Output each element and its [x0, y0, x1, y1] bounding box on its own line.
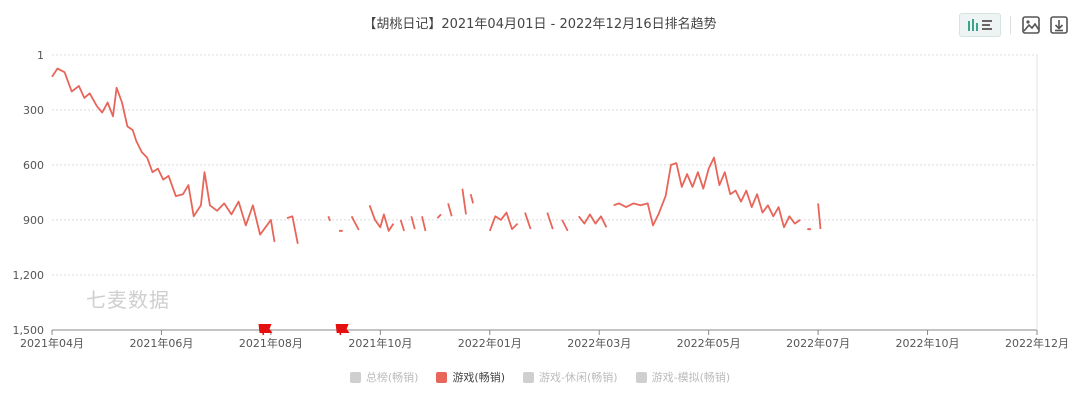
legend-item-games[interactable]: 游戏(畅销)	[436, 369, 505, 385]
flag-pole	[259, 323, 265, 336]
watermark-text: 七麦数据	[86, 288, 170, 312]
legend-item-total[interactable]: 总榜(畅销)	[349, 369, 419, 385]
series-line-segment	[327, 215, 331, 222]
series-line-segment	[461, 188, 467, 215]
flag-pole	[336, 323, 342, 336]
legend-swatch	[349, 371, 361, 383]
series-line-segment	[368, 204, 395, 232]
download-button[interactable]	[1048, 14, 1070, 36]
series-line-segment	[524, 212, 532, 230]
x-tick-label: 2021年10月	[348, 336, 412, 350]
legend-swatch	[436, 371, 448, 383]
series-line-segment	[350, 215, 360, 231]
series-line-segment	[51, 67, 276, 243]
series-line-segment	[578, 213, 608, 228]
x-tick-label: 2022年12月	[1005, 336, 1069, 350]
series-line-segment	[447, 203, 453, 217]
x-tick-label: 2022年10月	[896, 336, 960, 350]
legend-label: 总榜(畅销)	[365, 371, 419, 384]
series-line-segment	[436, 213, 442, 219]
legend-swatch	[523, 371, 535, 383]
y-tick-label: 1	[37, 49, 44, 62]
download-icon	[1050, 16, 1068, 34]
series-line-segment	[410, 216, 416, 230]
series-line-segment	[561, 219, 569, 232]
event-flag-icon	[335, 323, 350, 336]
legend-label: 游戏-休闲(畅销)	[539, 371, 618, 384]
y-tick-label: 900	[23, 214, 44, 227]
legend-item-simulation[interactable]: 游戏-模拟(畅销)	[635, 369, 731, 385]
x-tick-label: 2021年06月	[129, 336, 193, 350]
event-flag-icon	[258, 323, 273, 336]
legend-swatch	[635, 371, 647, 383]
series-line-segment	[546, 212, 554, 230]
legend-label: 游戏(畅销)	[452, 371, 506, 384]
legend-label: 游戏-模拟(畅销)	[651, 371, 731, 384]
bar-line-toggle-icon	[968, 19, 992, 31]
series-line-segment	[469, 193, 474, 204]
y-tick-label: 1,200	[13, 269, 45, 282]
series-line-segment	[399, 219, 405, 232]
series-line-segment	[286, 215, 299, 244]
image-icon	[1022, 16, 1040, 34]
x-tick-label: 2022年03月	[567, 336, 631, 350]
series-line-segment	[613, 156, 801, 229]
chart-legend: 总榜(畅销) 游戏(畅销) 游戏-休闲(畅销) 游戏-模拟(畅销)	[0, 369, 1080, 385]
y-tick-label: 1,500	[13, 324, 45, 337]
legend-item-casual[interactable]: 游戏-休闲(畅销)	[523, 369, 618, 385]
toolbar-divider	[1010, 16, 1011, 34]
x-tick-label: 2021年04月	[20, 336, 84, 350]
series-line-segment	[421, 216, 427, 232]
chart-title: 【胡桃日记】2021年04月01日 - 2022年12月16日排名趋势	[363, 17, 717, 32]
series-line-segment	[817, 203, 822, 230]
y-tick-label: 300	[23, 104, 44, 117]
x-tick-label: 2021年08月	[239, 336, 303, 350]
y-tick-label: 600	[23, 159, 44, 172]
series-line-segment	[488, 211, 519, 232]
chart-toolbar	[959, 12, 1070, 38]
save-image-button[interactable]	[1020, 14, 1042, 36]
x-tick-label: 2022年05月	[677, 336, 741, 350]
x-tick-label: 2022年01月	[458, 336, 522, 350]
x-tick-label: 2022年07月	[786, 336, 850, 350]
bar-line-toggle-button[interactable]	[959, 13, 1001, 37]
